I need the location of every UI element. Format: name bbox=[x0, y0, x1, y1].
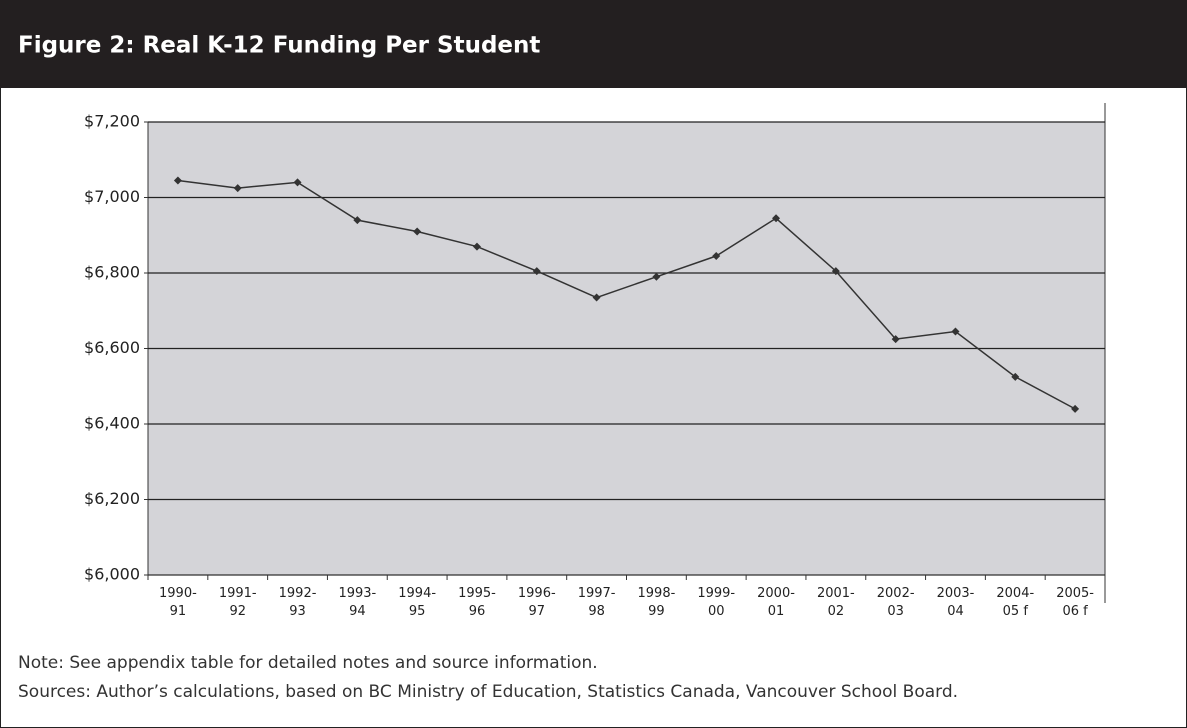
y-tick-label: $6,800 bbox=[84, 263, 140, 282]
data-point bbox=[173, 176, 182, 185]
y-tick-label: $6,400 bbox=[84, 414, 140, 433]
data-point bbox=[652, 272, 661, 281]
x-tick-label: 1995-96 bbox=[458, 586, 496, 619]
data-point bbox=[413, 227, 422, 236]
x-tick-label: 2002-03 bbox=[877, 586, 915, 619]
data-point bbox=[1071, 404, 1080, 413]
x-tick-label: 1993-94 bbox=[338, 586, 376, 619]
x-tick-label: 2000-01 bbox=[757, 586, 795, 619]
data-point bbox=[1011, 372, 1020, 381]
chart-title: Figure 2: Real K-12 Funding Per Student bbox=[18, 33, 540, 59]
header-band bbox=[0, 0, 1187, 88]
x-tick-label: 1999-00 bbox=[697, 586, 735, 619]
x-tick-label: 1990-91 bbox=[159, 586, 197, 619]
y-tick-label: $6,600 bbox=[84, 338, 140, 357]
y-tick-label: $6,000 bbox=[84, 565, 140, 584]
data-point bbox=[233, 184, 242, 193]
data-point bbox=[772, 214, 781, 223]
data-point bbox=[891, 335, 900, 344]
x-tick-label: 2005-06 f bbox=[1056, 586, 1094, 619]
series-line bbox=[177, 179, 1076, 410]
note: Note: See appendix table for detailed no… bbox=[18, 653, 598, 673]
data-point bbox=[353, 216, 362, 225]
x-tick-label: 1997-98 bbox=[578, 586, 616, 619]
data-point bbox=[532, 267, 541, 276]
y-tick-label: $7,200 bbox=[84, 112, 140, 131]
x-tick-label: 1996-97 bbox=[518, 586, 556, 619]
x-tick-label: 2001-02 bbox=[817, 586, 855, 619]
x-tick-label: 2004-05 f bbox=[996, 586, 1034, 619]
x-tick-label: 2003-04 bbox=[937, 586, 975, 619]
data-point bbox=[592, 293, 601, 302]
sources: Sources: Author’s calculations, based on… bbox=[18, 682, 958, 702]
x-tick-label: 1994-95 bbox=[398, 586, 436, 619]
y-tick-label: $7,000 bbox=[84, 187, 140, 206]
x-tick-label: 1992-93 bbox=[279, 586, 317, 619]
x-tick-label: 1998-99 bbox=[638, 586, 676, 619]
data-point bbox=[293, 178, 302, 187]
data-point bbox=[951, 327, 960, 336]
data-point bbox=[831, 267, 840, 276]
data-point bbox=[472, 242, 481, 251]
x-tick-label: 1991-92 bbox=[219, 586, 257, 619]
data-point bbox=[712, 252, 721, 261]
y-tick-label: $6,200 bbox=[84, 489, 140, 508]
